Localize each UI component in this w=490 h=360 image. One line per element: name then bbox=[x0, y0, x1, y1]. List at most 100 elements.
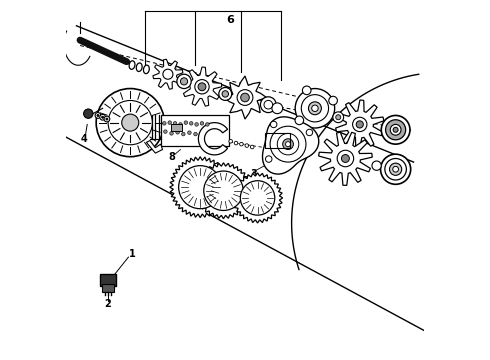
Circle shape bbox=[381, 116, 410, 144]
Circle shape bbox=[168, 121, 172, 125]
Circle shape bbox=[266, 156, 272, 162]
Circle shape bbox=[195, 123, 198, 126]
Circle shape bbox=[353, 117, 367, 132]
Circle shape bbox=[336, 115, 341, 120]
Polygon shape bbox=[196, 163, 251, 219]
Circle shape bbox=[260, 97, 276, 113]
Circle shape bbox=[179, 166, 221, 209]
Circle shape bbox=[302, 86, 311, 95]
Circle shape bbox=[229, 139, 232, 143]
Circle shape bbox=[270, 126, 306, 162]
Circle shape bbox=[372, 161, 381, 170]
Circle shape bbox=[104, 116, 110, 122]
Bar bbox=[101, 284, 115, 292]
Circle shape bbox=[309, 102, 321, 115]
Bar bbox=[100, 274, 116, 286]
Polygon shape bbox=[223, 76, 267, 119]
Circle shape bbox=[100, 114, 105, 120]
Circle shape bbox=[180, 78, 188, 85]
Circle shape bbox=[272, 103, 283, 114]
Circle shape bbox=[329, 96, 338, 105]
Circle shape bbox=[195, 80, 209, 94]
Circle shape bbox=[333, 112, 343, 123]
Circle shape bbox=[200, 122, 204, 125]
Circle shape bbox=[264, 100, 272, 109]
Circle shape bbox=[198, 83, 206, 91]
Circle shape bbox=[163, 69, 173, 79]
Polygon shape bbox=[336, 100, 384, 149]
Circle shape bbox=[312, 105, 318, 112]
Circle shape bbox=[306, 129, 313, 136]
Circle shape bbox=[286, 141, 291, 147]
Circle shape bbox=[177, 74, 191, 89]
Circle shape bbox=[295, 116, 304, 125]
Text: 4: 4 bbox=[80, 134, 87, 144]
Circle shape bbox=[277, 134, 299, 155]
Ellipse shape bbox=[129, 61, 135, 69]
Circle shape bbox=[342, 154, 349, 162]
Ellipse shape bbox=[136, 63, 142, 72]
Circle shape bbox=[97, 114, 99, 117]
Text: 3: 3 bbox=[250, 168, 257, 179]
Circle shape bbox=[173, 122, 177, 125]
Circle shape bbox=[245, 144, 248, 147]
Circle shape bbox=[240, 142, 243, 146]
Polygon shape bbox=[183, 67, 221, 106]
Circle shape bbox=[205, 123, 209, 126]
Circle shape bbox=[222, 91, 228, 97]
Circle shape bbox=[108, 100, 152, 145]
Circle shape bbox=[385, 158, 406, 180]
Circle shape bbox=[295, 89, 335, 128]
Circle shape bbox=[393, 166, 398, 172]
Circle shape bbox=[176, 131, 179, 134]
Text: 5: 5 bbox=[293, 133, 299, 143]
Circle shape bbox=[122, 114, 139, 131]
Polygon shape bbox=[170, 157, 231, 218]
Text: 6: 6 bbox=[227, 15, 235, 26]
Circle shape bbox=[237, 90, 253, 105]
Circle shape bbox=[241, 93, 249, 102]
Circle shape bbox=[181, 132, 185, 136]
Circle shape bbox=[381, 154, 411, 184]
Circle shape bbox=[106, 118, 108, 120]
Bar bbox=[265, 133, 290, 148]
Circle shape bbox=[95, 113, 101, 118]
Circle shape bbox=[84, 109, 93, 118]
Circle shape bbox=[240, 181, 275, 215]
Circle shape bbox=[234, 141, 238, 145]
Circle shape bbox=[390, 125, 401, 135]
Polygon shape bbox=[147, 140, 163, 153]
Ellipse shape bbox=[144, 65, 149, 74]
Circle shape bbox=[386, 120, 406, 140]
Circle shape bbox=[188, 131, 191, 134]
Polygon shape bbox=[232, 173, 283, 223]
Circle shape bbox=[250, 145, 254, 149]
Circle shape bbox=[179, 123, 182, 126]
Bar bbox=[161, 116, 229, 146]
Circle shape bbox=[393, 127, 398, 132]
Circle shape bbox=[204, 171, 243, 211]
Circle shape bbox=[337, 150, 354, 167]
Polygon shape bbox=[318, 132, 372, 185]
Circle shape bbox=[163, 122, 166, 125]
Circle shape bbox=[219, 87, 232, 100]
Text: 8: 8 bbox=[168, 152, 175, 162]
Circle shape bbox=[301, 95, 329, 122]
Circle shape bbox=[96, 89, 164, 157]
Text: 7: 7 bbox=[134, 141, 141, 151]
Text: 1: 1 bbox=[129, 248, 135, 258]
Circle shape bbox=[356, 121, 364, 128]
Text: 2: 2 bbox=[105, 299, 111, 309]
Circle shape bbox=[270, 121, 277, 128]
Polygon shape bbox=[153, 59, 183, 89]
Circle shape bbox=[101, 116, 104, 118]
Circle shape bbox=[184, 121, 188, 125]
Circle shape bbox=[164, 130, 167, 134]
Circle shape bbox=[190, 122, 193, 125]
Polygon shape bbox=[198, 123, 227, 155]
Circle shape bbox=[283, 139, 294, 149]
Circle shape bbox=[194, 132, 197, 136]
Circle shape bbox=[390, 163, 402, 175]
Circle shape bbox=[170, 132, 173, 135]
Polygon shape bbox=[263, 117, 319, 174]
